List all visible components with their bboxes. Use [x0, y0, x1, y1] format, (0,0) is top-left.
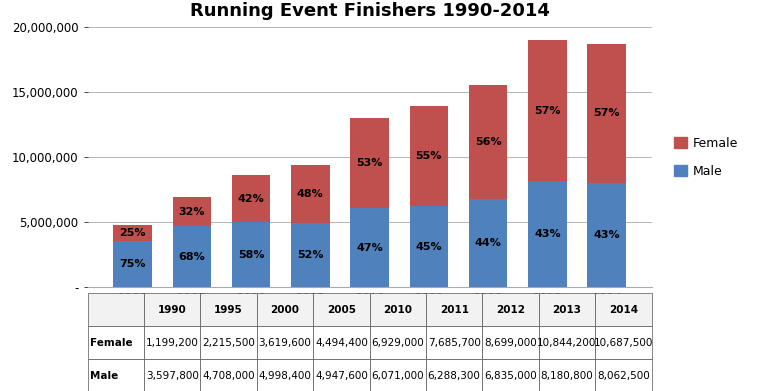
- Bar: [114, 225, 152, 240]
- Text: 48%: 48%: [297, 189, 324, 199]
- Bar: [172, 197, 211, 226]
- Bar: [528, 181, 567, 287]
- Text: 47%: 47%: [356, 243, 383, 253]
- Text: 42%: 42%: [238, 194, 264, 204]
- Bar: [409, 206, 448, 287]
- Text: 68%: 68%: [178, 252, 205, 262]
- Text: 43%: 43%: [534, 229, 561, 239]
- Text: 58%: 58%: [238, 250, 264, 260]
- Text: 56%: 56%: [475, 137, 501, 147]
- Text: 45%: 45%: [415, 242, 442, 251]
- Text: 55%: 55%: [415, 151, 442, 161]
- Bar: [114, 240, 152, 287]
- Bar: [232, 175, 271, 222]
- Bar: [351, 118, 389, 208]
- Text: 44%: 44%: [475, 238, 501, 248]
- Text: 25%: 25%: [120, 228, 146, 238]
- Bar: [588, 44, 626, 183]
- Legend: Female, Male: Female, Male: [669, 132, 743, 183]
- Text: 57%: 57%: [534, 106, 561, 115]
- Bar: [469, 199, 507, 287]
- Text: 53%: 53%: [357, 158, 383, 169]
- Text: 43%: 43%: [594, 230, 620, 240]
- Bar: [469, 85, 507, 199]
- Bar: [291, 223, 330, 287]
- Bar: [172, 226, 211, 287]
- Text: 52%: 52%: [297, 250, 324, 260]
- Title: Running Event Finishers 1990-2014: Running Event Finishers 1990-2014: [190, 2, 549, 20]
- Text: 75%: 75%: [120, 259, 146, 269]
- Bar: [232, 222, 271, 287]
- Text: 57%: 57%: [594, 108, 620, 118]
- Bar: [291, 165, 330, 223]
- Text: 32%: 32%: [178, 207, 205, 217]
- Bar: [351, 208, 389, 287]
- Bar: [528, 40, 567, 181]
- Bar: [409, 106, 448, 206]
- Bar: [588, 183, 626, 287]
